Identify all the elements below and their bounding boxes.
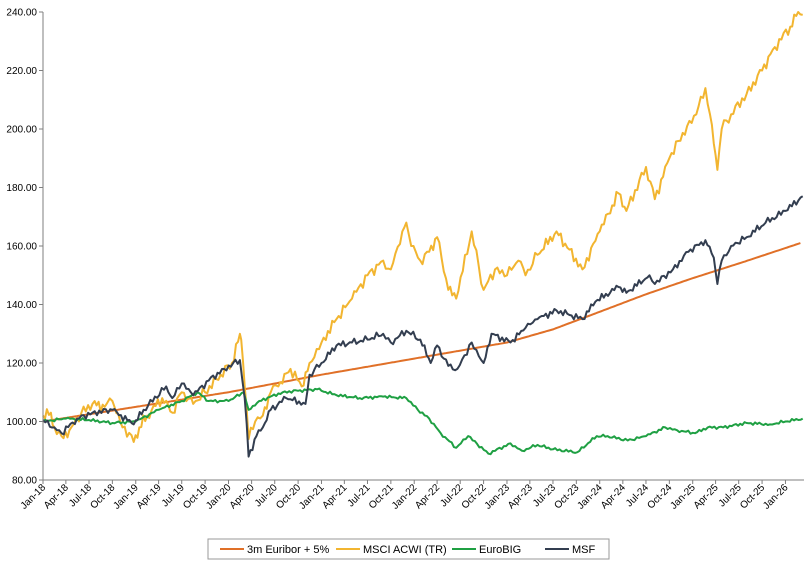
y-tick-label: 100.00 xyxy=(6,417,37,428)
x-tick-label: Jan-19 xyxy=(111,482,141,512)
y-tick-label: 200.00 xyxy=(6,125,37,136)
x-tick-label: Apr-18 xyxy=(42,482,71,511)
legend-label-3: MSF xyxy=(572,544,596,556)
series-line-1 xyxy=(42,11,803,443)
x-tick-label: Apr-21 xyxy=(320,482,349,511)
x-tick-labels: Jan-18Apr-18Jul-18Oct-18Jan-19Apr-19Jul-… xyxy=(19,480,791,512)
y-tick-label: 220.00 xyxy=(6,66,37,77)
x-tick-label: Jan-21 xyxy=(297,482,327,512)
y-tick-labels: 80.00 100.00 120.00 140.00 160.00 180.00 200.0… xyxy=(6,8,43,487)
y-tick-label: 140.00 xyxy=(6,300,37,311)
x-tick-label: Jan-22 xyxy=(390,482,420,512)
series-line-0 xyxy=(42,242,801,423)
y-tick-label: 240.00 xyxy=(6,8,37,19)
x-tick-label: Apr-23 xyxy=(506,482,535,511)
legend: 3m Euribor + 5% MSCI ACWI (TR) EuroBIG MSF xyxy=(207,538,610,560)
y-tick-label: 160.00 xyxy=(6,242,37,253)
y-tick-label: 80.00 xyxy=(12,476,37,487)
x-tick-label: Jan-25 xyxy=(668,482,698,512)
series-lines xyxy=(42,11,804,458)
x-tick-label: Jan-24 xyxy=(575,482,605,512)
x-tick-label: Apr-19 xyxy=(135,482,164,511)
x-tick-label: Apr-25 xyxy=(692,482,721,511)
legend-box xyxy=(207,538,610,560)
legend-label-1: MSCI ACWI (TR) xyxy=(363,544,447,556)
y-tick-label: 180.00 xyxy=(6,183,37,194)
x-tick-label: Apr-20 xyxy=(228,482,257,511)
y-tick-label: 120.00 xyxy=(6,359,37,370)
x-tick-label: Jan-23 xyxy=(483,482,513,512)
x-tick-label: Apr-24 xyxy=(599,482,628,511)
legend-label-2: EuroBIG xyxy=(479,544,521,556)
series-line-3 xyxy=(42,195,804,458)
series-line-2 xyxy=(42,387,804,456)
x-tick-label: Apr-22 xyxy=(413,482,442,511)
legend-label-0: 3m Euribor + 5% xyxy=(247,544,329,556)
x-tick-label: Jan-20 xyxy=(204,482,234,512)
x-tick-label: Jan-26 xyxy=(761,482,791,512)
